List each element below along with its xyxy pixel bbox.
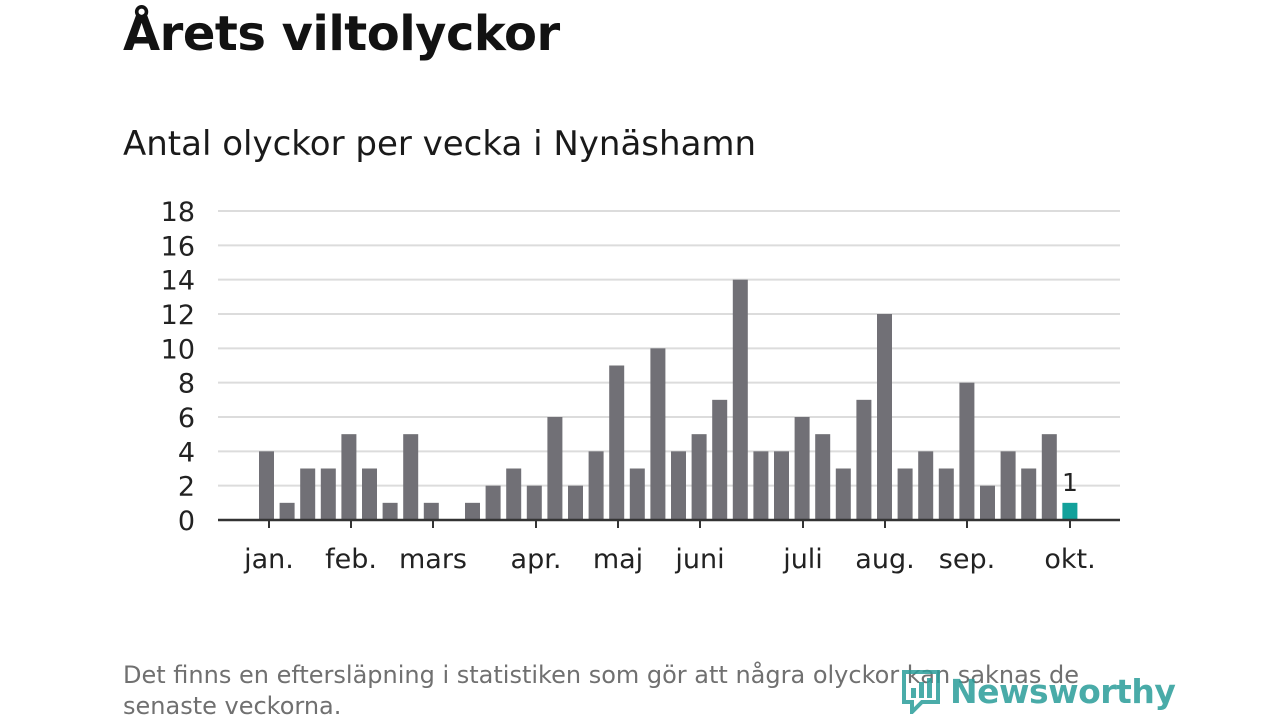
chart-title: Årets viltolyckor — [123, 6, 560, 62]
bar — [712, 399, 728, 520]
x-tick-label: okt. — [1044, 544, 1095, 575]
bar — [1041, 434, 1057, 520]
bar — [877, 314, 892, 520]
y-tick-label: 10 — [161, 334, 195, 365]
bar — [629, 468, 645, 520]
bar — [526, 485, 542, 520]
bar — [423, 502, 439, 520]
bar — [259, 451, 274, 520]
bar — [485, 485, 501, 520]
bar — [279, 502, 295, 520]
bar — [815, 434, 831, 520]
bar — [794, 417, 810, 520]
bar — [753, 451, 769, 520]
x-tick-label: juli — [782, 544, 823, 575]
newsworthy-logo-icon — [902, 670, 940, 714]
y-tick-label: 18 — [161, 197, 195, 228]
bar — [959, 382, 975, 520]
data-labels: 1 — [1062, 468, 1078, 497]
x-tick-label: maj — [593, 544, 643, 575]
bar — [588, 451, 604, 520]
y-tick-label: 4 — [178, 437, 195, 468]
bar — [362, 468, 377, 520]
bar-latest-week — [1062, 502, 1078, 520]
y-tick-label: 12 — [161, 300, 195, 331]
bar — [671, 451, 686, 520]
y-tick-label: 16 — [161, 231, 195, 262]
bar — [897, 468, 913, 520]
bar — [341, 434, 357, 520]
bar — [856, 399, 872, 520]
brand-logo[interactable]: Newsworthy — [900, 668, 1176, 714]
bar — [691, 434, 707, 520]
x-tick-label: sep. — [939, 544, 995, 575]
bar — [1021, 468, 1037, 520]
x-tick-label: aug. — [855, 544, 914, 575]
x-axis-tick-labels: jan. feb. mars apr. maj juni juli aug. sep. okt. — [243, 520, 1096, 575]
bar — [547, 417, 563, 520]
bar — [568, 485, 583, 520]
x-tick-label: jan. — [243, 544, 294, 575]
chart-subtitle: Antal olyckor per vecka i Nynäshamn — [123, 124, 757, 164]
x-tick-label: apr. — [511, 544, 562, 575]
bar — [465, 502, 480, 520]
bar — [938, 468, 954, 520]
bar — [300, 468, 316, 520]
y-tick-label: 14 — [161, 266, 195, 297]
brand-name: Newsworthy — [950, 671, 1176, 711]
x-tick-label: mars — [399, 544, 467, 575]
bars — [259, 279, 1078, 520]
y-tick-label: 8 — [178, 369, 195, 400]
bar — [382, 502, 398, 520]
x-tick-label: feb. — [325, 544, 377, 575]
bar — [918, 451, 934, 520]
bar — [1000, 451, 1016, 520]
bar — [774, 451, 789, 520]
bar — [732, 279, 748, 520]
y-tick-label: 2 — [178, 472, 195, 503]
y-tick-label: 0 — [178, 506, 195, 537]
y-tick-label: 6 — [178, 403, 195, 434]
bar — [835, 468, 851, 520]
bar — [980, 485, 995, 520]
bar — [609, 365, 625, 520]
bar — [320, 468, 336, 520]
bar — [650, 348, 666, 520]
x-tick-label: juni — [674, 544, 724, 575]
bar — [506, 468, 522, 520]
bar — [403, 434, 419, 520]
data-label-latest-week: 1 — [1062, 468, 1078, 497]
